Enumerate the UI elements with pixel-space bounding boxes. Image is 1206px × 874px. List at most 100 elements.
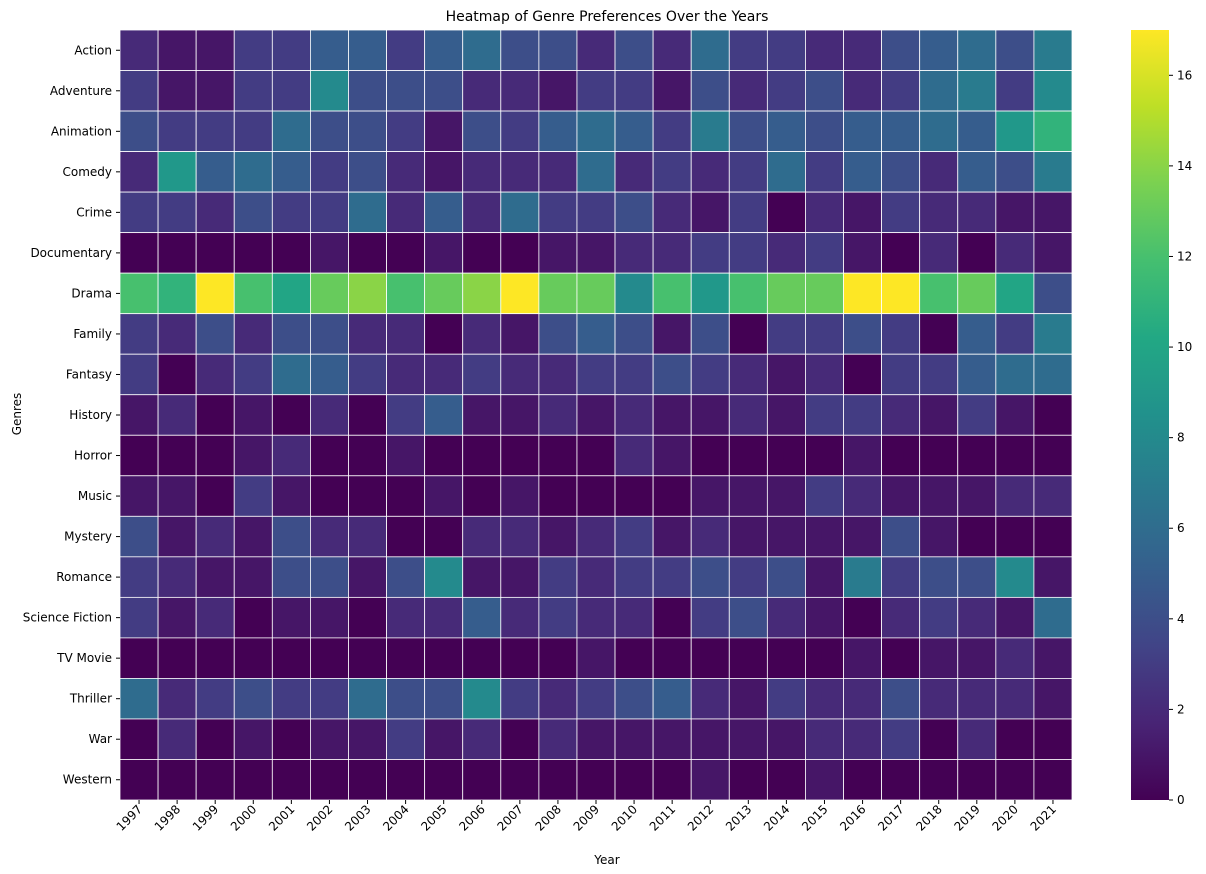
heatmap-cell [805,759,844,801]
heatmap-cell [919,637,959,679]
heatmap-cell [766,394,806,436]
heatmap-cell [690,191,730,234]
heatmap-cell [348,29,387,71]
heatmap-cell [462,272,502,315]
heatmap-cell [957,475,997,517]
heatmap-cell [348,759,387,801]
heatmap-cell [195,515,235,558]
heatmap-cell [957,191,997,234]
heatmap-cell [881,191,921,234]
heatmap-cell [119,110,159,152]
heatmap-cell [576,232,616,274]
heatmap-cell [500,475,540,517]
heatmap-cell [1033,678,1073,720]
heatmap-cell [271,70,311,112]
heatmap-cell [728,759,768,801]
heatmap-cell [500,313,540,355]
heatmap-cell [919,394,959,436]
heatmap-cell [881,475,921,517]
heatmap-cell [119,272,159,315]
heatmap-cell [1033,556,1073,598]
heatmap-cell [348,596,387,639]
heatmap-cell [500,191,540,234]
heatmap-cell [728,434,768,477]
heatmap-cell [538,191,578,234]
heatmap-cell [614,191,654,234]
heatmap-cell [690,29,730,71]
heatmap-cell [652,29,692,71]
y-tick-label: Romance [56,570,112,584]
heatmap-cell [843,353,883,396]
heatmap-cell [614,596,654,639]
y-axis-ticks: Action Adventure Animation Comedy Crime Docum… [23,43,120,787]
heatmap-cell [919,191,959,234]
heatmap-cell [766,596,806,639]
heatmap-cell [995,596,1035,639]
heatmap-cell [919,151,959,193]
heatmap-cell [309,151,349,193]
colorbar [1131,30,1169,800]
heatmap-cell [690,232,730,274]
heatmap-cell [766,272,806,315]
heatmap-cell [881,434,921,477]
heatmap-cell [881,313,921,355]
heatmap-cell [386,678,426,720]
heatmap-cell [1033,637,1073,679]
heatmap-cell [424,29,464,71]
heatmap-cell [576,678,616,720]
heatmap-cell [881,272,921,315]
heatmap-cell [576,596,616,639]
heatmap-cell [233,556,273,598]
heatmap-cell [424,151,464,193]
heatmap-cell [576,718,616,760]
heatmap-cell [728,272,768,315]
heatmap-cell [919,70,959,112]
heatmap-cell [957,29,997,71]
colorbar-tick-label: 8 [1177,431,1185,445]
heatmap-cell [805,637,844,679]
heatmap-cell [195,394,235,436]
heatmap-cell [652,394,692,436]
colorbar-tick-label: 10 [1177,340,1192,354]
heatmap-cell [424,394,464,436]
heatmap-cell [233,678,273,720]
heatmap-cell [919,515,959,558]
heatmap-cell [195,759,235,801]
heatmap-cell [957,353,997,396]
heatmap-cell [119,70,159,112]
heatmap-cell [119,232,159,274]
heatmap-cell [271,475,311,517]
heatmap-cell [957,434,997,477]
heatmap-cell [614,151,654,193]
heatmap-cell [995,556,1035,598]
y-tick-label: Family [73,327,112,341]
heatmap-cell [995,272,1035,315]
heatmap-cell [309,759,349,801]
heatmap-cell [386,556,426,598]
heatmap-cell [843,596,883,639]
y-tick-label: Action [74,43,112,57]
heatmap-cell [157,515,197,558]
heatmap-cell [576,394,616,436]
heatmap-cell [576,70,616,112]
heatmap-cell [843,29,883,71]
heatmap-cell [881,29,921,71]
heatmap-cell [995,29,1035,71]
heatmap-cell [309,637,349,679]
heatmap-cell [309,110,349,152]
heatmap-cell [843,515,883,558]
heatmap-cell [538,678,578,720]
heatmap-cell [119,515,159,558]
heatmap-cell [462,475,502,517]
heatmap-cell [233,596,273,639]
heatmap-cell [614,70,654,112]
heatmap-cell [652,515,692,558]
heatmap-cell [805,70,844,112]
heatmap-cell [766,29,806,71]
heatmap-cell [119,151,159,193]
heatmap-cell [348,718,387,760]
heatmap-cell [424,313,464,355]
heatmap-cell [957,394,997,436]
heatmap-cell [424,759,464,801]
heatmap-cell [919,110,959,152]
